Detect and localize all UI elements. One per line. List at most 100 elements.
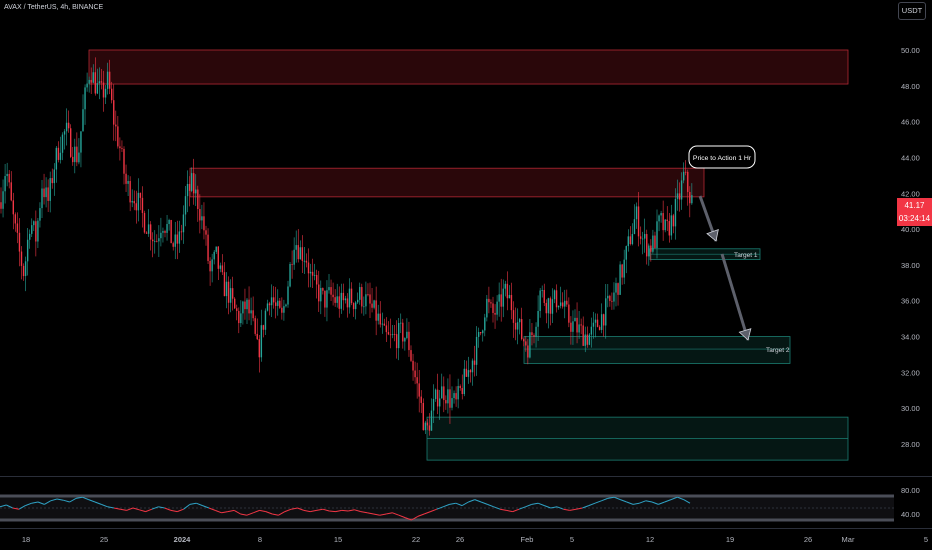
candle-body — [369, 294, 371, 304]
rsi-line-segment — [12, 507, 20, 510]
candle-body — [330, 287, 332, 295]
candle-body — [508, 295, 511, 299]
candle-body — [258, 339, 260, 358]
candle-body — [84, 87, 86, 110]
candle-body — [211, 259, 213, 272]
candle-body — [12, 200, 14, 215]
candle-body — [221, 265, 224, 273]
candle-body — [322, 288, 324, 291]
rsi-line-segment — [499, 508, 507, 511]
rsi-line-segment — [18, 505, 26, 510]
y-tick-label: 38.00 — [901, 261, 920, 270]
candle-body — [613, 292, 615, 302]
candle-body — [14, 214, 17, 224]
candle-body — [201, 216, 203, 221]
candle-body — [275, 302, 277, 306]
rsi-line-segment — [601, 497, 608, 502]
candle-body — [656, 221, 658, 248]
candle-body — [592, 322, 595, 327]
rsi-line-segment — [487, 503, 494, 508]
candle-body — [193, 173, 195, 194]
candle-body — [205, 230, 207, 235]
x-tick-label: 22 — [412, 535, 420, 544]
annotation-callout[interactable]: Price to Action 1 Hr — [688, 145, 756, 169]
candle-body — [172, 243, 174, 247]
candle-body — [648, 245, 650, 257]
candle-body — [691, 195, 693, 204]
rsi-line-segment — [670, 496, 678, 501]
candle-body — [420, 396, 422, 403]
candle-body — [586, 334, 588, 345]
candle-body — [430, 410, 433, 431]
rsi-line-segment — [360, 511, 368, 514]
candle-body — [301, 247, 304, 261]
candle-body — [391, 334, 394, 335]
rsi-line-segment — [423, 511, 431, 515]
candle-body — [580, 324, 582, 326]
candle-body — [359, 287, 361, 300]
time-axis[interactable]: 18 25 2024 8 15 22 26 Feb 5 12 19 26 Mar 5 — [0, 528, 932, 545]
candle-body — [24, 261, 27, 277]
bar-countdown: 03:24:14 — [898, 214, 931, 223]
candle-body — [498, 294, 500, 302]
candle-body — [426, 422, 429, 426]
rsi-line-segment — [620, 499, 627, 503]
y-tick-label: 36.00 — [901, 297, 920, 306]
rsi-line-segment — [82, 496, 89, 501]
rsi-line-segment — [240, 513, 247, 516]
candle-body — [186, 183, 189, 197]
candle-body — [600, 314, 603, 330]
candle-body — [86, 83, 88, 88]
candle-body — [469, 370, 472, 373]
candle-body — [162, 231, 164, 233]
candle-body — [129, 181, 131, 203]
rsi-line-segment — [233, 509, 241, 515]
candle-body — [490, 302, 492, 304]
candle-body — [393, 334, 396, 335]
candle-body — [277, 300, 279, 306]
candle-body — [494, 312, 496, 315]
candle-body — [432, 398, 435, 411]
candle-body — [395, 334, 398, 349]
price-axis[interactable]: 50.00 48.00 46.00 44.00 42.00 40.00 38.00 36.00… — [901, 46, 920, 449]
candle-body — [637, 206, 640, 237]
candle-body — [348, 288, 351, 308]
candle-body — [264, 310, 267, 330]
candle-body — [197, 189, 199, 209]
candle-body — [131, 201, 133, 203]
candle-body — [320, 288, 322, 302]
candle-body — [164, 231, 166, 233]
candle-body — [297, 245, 299, 260]
rsi-line-segment — [556, 506, 564, 510]
candle-body — [53, 169, 55, 184]
rsi-line-segment — [196, 502, 203, 507]
candle-body — [566, 300, 568, 305]
symbol-title: AVAX / TetherUS, 4h, BINANCE — [4, 4, 104, 11]
candle-body — [104, 88, 107, 98]
rsi-line-segment — [411, 515, 419, 521]
candle-body — [609, 295, 611, 301]
candle-body — [6, 173, 8, 177]
candle-body — [234, 298, 236, 309]
candle-body — [439, 398, 441, 407]
rsi-line-segment — [461, 501, 469, 507]
rsi-line-segment — [379, 513, 387, 516]
candle-body — [270, 297, 273, 306]
candle-body — [512, 310, 515, 323]
rsi-line-segment — [607, 496, 615, 499]
candle-body — [486, 298, 488, 318]
candle-body — [41, 188, 43, 209]
y-tick-label: 44.00 — [901, 153, 920, 162]
candle-body — [482, 330, 484, 334]
candle-body — [455, 393, 457, 400]
rsi-line-segment — [265, 511, 273, 515]
rsi-line-segment — [31, 501, 39, 504]
candle-body — [225, 281, 228, 297]
rsi-line-segment — [639, 500, 646, 504]
currency-button[interactable]: USDT — [898, 2, 926, 20]
candle-body — [672, 215, 675, 227]
candle-body — [307, 262, 310, 274]
candle-body — [398, 322, 400, 349]
candle-body — [496, 301, 498, 315]
